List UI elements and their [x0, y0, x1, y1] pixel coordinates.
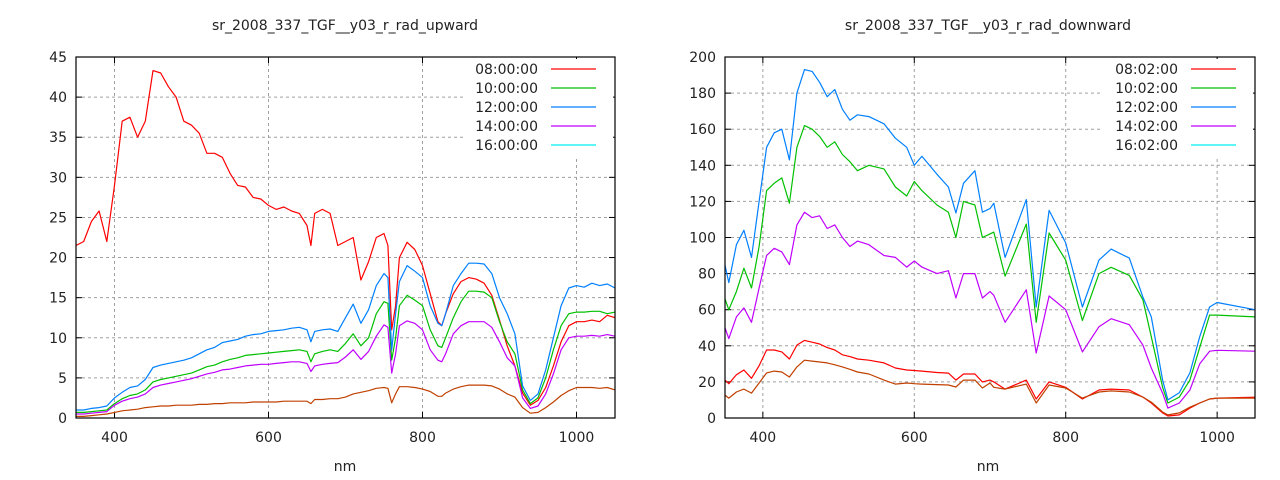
- upward-plot-area: 0 5 10 15 20 25 30 35 40 45 400 600 800 1000 08:00:00 1…: [49, 50, 616, 446]
- y-tick-label: 35: [49, 130, 67, 146]
- x-tick-label: 400: [101, 430, 128, 446]
- legend-label: 14:02:00: [1115, 119, 1178, 135]
- upward-chart: sr_2008_337_TGF__y03_r_rad_upward nm 0 5 1…: [49, 18, 616, 475]
- legend-label: 08:00:00: [475, 62, 538, 78]
- y-tick-label: 20: [49, 251, 67, 267]
- chart-title: sr_2008_337_TGF__y03_r_rad_downward: [845, 18, 1131, 34]
- y-tick-label: 160: [689, 122, 716, 138]
- x-axis-label: nm: [977, 459, 1000, 475]
- x-tick-label: 800: [1052, 430, 1079, 446]
- legend-label: 16:00:00: [475, 138, 538, 154]
- y-tick-label: 80: [698, 267, 716, 283]
- legend-background: [1103, 59, 1253, 157]
- y-tick-label: 30: [49, 170, 67, 186]
- series-line-100000: [76, 290, 616, 413]
- legend-label: 10:00:00: [475, 81, 538, 97]
- y-tick-label: 10: [49, 331, 67, 347]
- legend-label: 10:02:00: [1115, 81, 1178, 97]
- series-line-100200: [724, 124, 1256, 404]
- y-tick-label: 180: [689, 86, 716, 102]
- y-tick-label: 20: [698, 375, 716, 391]
- y-tick-label: 60: [698, 303, 716, 319]
- series-line-120200: [724, 68, 1256, 401]
- y-tick-label: 0: [58, 411, 67, 427]
- legend-label: 12:02:00: [1115, 100, 1178, 116]
- series-line-160200: [724, 359, 1255, 416]
- y-tick-label: 5: [58, 371, 67, 387]
- series-line-140200: [724, 211, 1256, 409]
- y-tick-label: 120: [689, 194, 716, 210]
- y-tick-label: 40: [698, 339, 716, 355]
- x-axis-label: nm: [334, 459, 357, 475]
- y-tick-label: 0: [707, 411, 716, 427]
- y-tick-label: 140: [689, 158, 716, 174]
- legend-background: [463, 59, 613, 157]
- plot-border: [724, 56, 1256, 419]
- y-tick-label: 100: [689, 231, 716, 247]
- series-line-140000: [76, 320, 616, 415]
- downward-chart: sr_2008_337_TGF__y03_r_rad_downward nm 0…: [689, 18, 1256, 475]
- x-tick-label: 1000: [559, 430, 595, 446]
- chart-title: sr_2008_337_TGF__y03_r_rad_upward: [212, 18, 478, 34]
- x-tick-label: 600: [901, 430, 928, 446]
- y-tick-label: 45: [49, 50, 67, 66]
- series-line-080000: [75, 69, 616, 406]
- legend-label: 12:00:00: [475, 100, 538, 116]
- series-line-160000: [76, 384, 616, 417]
- plot-border: [75, 56, 616, 419]
- x-tick-label: 1000: [1199, 430, 1235, 446]
- series-line-120000: [76, 262, 616, 411]
- y-tick-label: 40: [49, 90, 67, 106]
- y-tick-label: 15: [49, 291, 67, 307]
- x-tick-label: 800: [409, 430, 436, 446]
- legend-label: 08:02:00: [1115, 62, 1178, 78]
- downward-plot-area: 0 20 40 60 80 100 120 140 160 180 200 400 600 800 1000…: [689, 50, 1256, 446]
- y-tick-label: 25: [49, 210, 67, 226]
- legend-label: 14:00:00: [475, 119, 538, 135]
- y-tick-label: 200: [689, 50, 716, 66]
- x-tick-label: 400: [749, 430, 776, 446]
- x-tick-label: 600: [255, 430, 282, 446]
- legend-label: 16:02:00: [1115, 138, 1178, 154]
